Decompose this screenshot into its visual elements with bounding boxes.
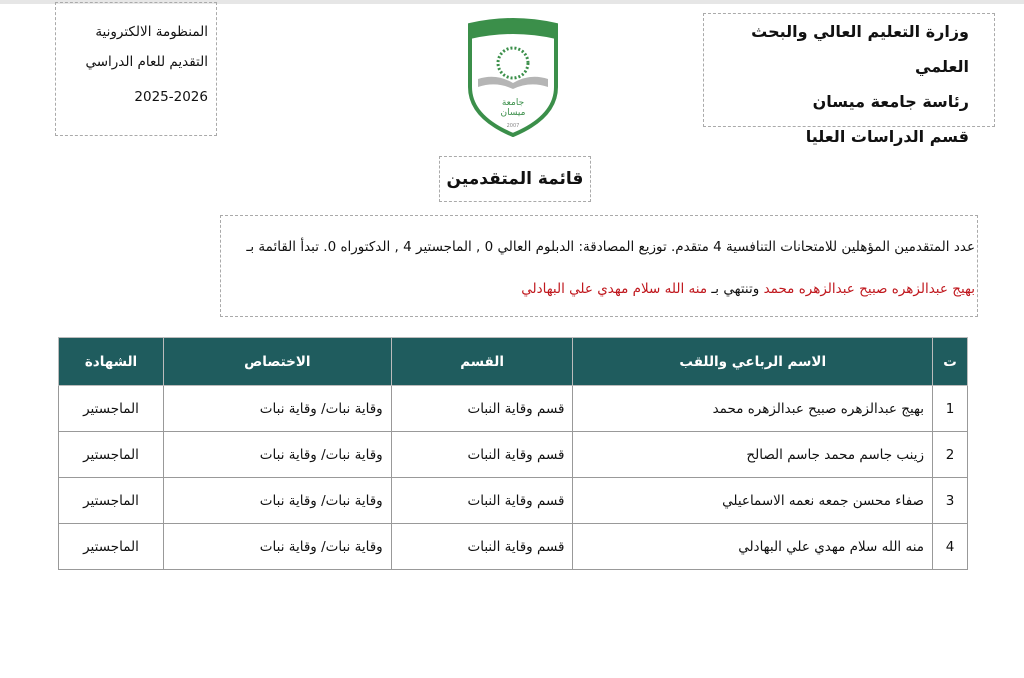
system-header: المنظومة الالكترونية التقديم للعام الدرا…: [55, 2, 217, 136]
department: قسم وقاية النبات: [390, 431, 574, 478]
specialization: وقاية نبات/ وقاية نبات: [162, 523, 392, 570]
specialization: وقاية نبات/ وقاية نبات: [162, 431, 392, 478]
degree: الماجستير: [58, 431, 164, 478]
row-number: 3: [932, 477, 968, 524]
ministry-name: وزارة التعليم العالي والبحث العلمي: [751, 22, 969, 76]
column-header-number: ت: [932, 337, 968, 386]
department: قسم وقاية النبات: [390, 523, 574, 570]
first-applicant: بهيج عبدالزهره صبيح عبدالزهره محمد: [763, 281, 975, 297]
svg-text:ميسان: ميسان: [501, 108, 526, 118]
logo-text: جامعة: [502, 98, 524, 108]
applicant-name: بهيج عبدالزهره صبيح عبدالزهره محمد: [572, 385, 934, 432]
application-year-label: التقديم للعام الدراسي: [85, 54, 208, 70]
academic-year: 2025-2026: [134, 89, 208, 105]
ministry-header: وزارة التعليم العالي والبحث العلمي رئاسة…: [703, 13, 995, 146]
page-title: قائمة المتقدمين: [439, 156, 591, 202]
applicant-name: منه الله سلام مهدي علي البهادلي: [572, 523, 934, 570]
column-header-specialization: الاختصاص: [162, 337, 392, 386]
column-header-department: القسم: [390, 337, 574, 386]
row-number: 2: [932, 431, 968, 478]
last-applicant: منه الله سلام مهدي علي البهادلي: [521, 281, 708, 297]
top-bar: [0, 0, 1024, 4]
degree: الماجستير: [58, 523, 164, 570]
specialization: وقاية نبات/ وقاية نبات: [162, 385, 392, 432]
department-name: قسم الدراسات العليا: [805, 127, 969, 146]
university-logo: جامعة ميسان 2007: [468, 18, 558, 137]
logo-year: 2007: [507, 123, 520, 129]
degree: الماجستير: [58, 477, 164, 524]
table-row: 3 صفاء محسن جمعه نعمه الاسماعيلي قسم وقاية…: [58, 477, 968, 524]
table-row: 2 زينب جاسم محمد جاسم الصالح قسم وقاية الن…: [58, 431, 968, 478]
university-presidency: رئاسة جامعة ميسان: [812, 92, 969, 111]
column-header-degree: الشهادة: [58, 337, 164, 386]
applicant-name: صفاء محسن جمعه نعمه الاسماعيلي: [572, 477, 934, 524]
row-number: 1: [932, 385, 968, 432]
table-header-row: ت الاسم الرباعي واللقب القسم الاختصاص ال…: [58, 337, 968, 386]
summary-box: عدد المتقدمين المؤهلين للامتحانات التناف…: [220, 215, 978, 317]
department: قسم وقاية النبات: [390, 477, 574, 524]
applicants-table: ت الاسم الرباعي واللقب القسم الاختصاص ال…: [58, 337, 968, 570]
department: قسم وقاية النبات: [390, 385, 574, 432]
degree: الماجستير: [58, 385, 164, 432]
row-number: 4: [932, 523, 968, 570]
column-header-name: الاسم الرباعي واللقب: [572, 337, 934, 386]
table-row: 4 منه الله سلام مهدي علي البهادلي قسم وقاي…: [58, 523, 968, 570]
specialization: وقاية نبات/ وقاية نبات: [162, 477, 392, 524]
summary-text: عدد المتقدمين المؤهلين للامتحانات التناف…: [246, 239, 975, 297]
applicant-name: زينب جاسم محمد جاسم الصالح: [572, 431, 934, 478]
system-name: المنظومة الالكترونية: [95, 24, 208, 40]
table-row: 1 بهيج عبدالزهره صبيح عبدالزهره محمد قسم و…: [58, 385, 968, 432]
